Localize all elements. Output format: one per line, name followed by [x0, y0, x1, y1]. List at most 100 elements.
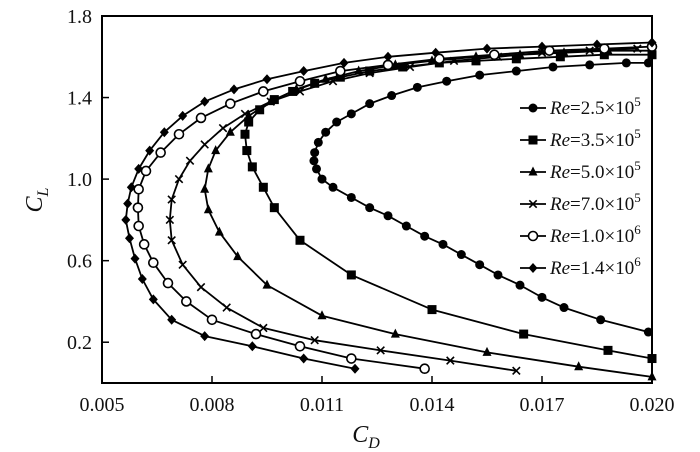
y-tick-label: 0.6: [67, 251, 92, 273]
data-point: [537, 41, 547, 52]
y-tick-label: 1.0: [67, 169, 92, 191]
data-point: [383, 211, 393, 221]
data-point: [482, 43, 492, 54]
y-axis-title: CL: [22, 187, 52, 212]
data-point: [350, 363, 360, 374]
data-point: [310, 335, 319, 345]
data-point: [203, 204, 213, 214]
data-point: [211, 145, 221, 155]
series-4: [165, 44, 642, 376]
x-tick-label: 0.008: [190, 394, 235, 416]
data-point: [266, 97, 275, 106]
data-point: [258, 182, 268, 192]
data-point: [132, 202, 144, 213]
data-point: [335, 72, 345, 82]
data-point: [431, 47, 441, 58]
data-point: [643, 58, 653, 68]
data-point: [633, 44, 642, 53]
data-point: [365, 68, 374, 78]
data-point: [200, 331, 210, 342]
data-point: [412, 82, 422, 92]
x-tick-label: 0.017: [520, 394, 565, 416]
data-point: [548, 62, 558, 72]
data-point: [489, 49, 500, 61]
data-point: [365, 203, 375, 213]
legend-marker: [528, 199, 538, 209]
axes: [101, 15, 653, 384]
data-point: [312, 164, 321, 174]
data-point: [225, 98, 236, 109]
legend: Re=2.5×105 Re=3.5×105 Re=5.0×105 Re=7.0×105…: [520, 94, 641, 279]
data-point: [145, 145, 155, 156]
data-point: [321, 73, 331, 83]
legend-label: Re=7.0×105: [549, 190, 641, 215]
data-point: [167, 236, 176, 245]
data-point: [317, 174, 327, 184]
data-point: [621, 58, 631, 68]
data-point: [339, 57, 349, 68]
x-axis-title: CD: [352, 422, 380, 452]
data-point: [346, 353, 357, 364]
legend-item: Re=2.5×105: [520, 94, 641, 119]
x-tick-label: 0.014: [410, 394, 455, 416]
data-point: [511, 66, 521, 76]
data-point: [346, 109, 356, 119]
data-point: [544, 45, 555, 56]
data-point: [647, 37, 657, 48]
data-point: [174, 174, 184, 184]
x-tick-label: 0.011: [300, 394, 344, 416]
data-point: [178, 110, 188, 121]
data-point: [200, 183, 210, 193]
data-point: [294, 75, 306, 87]
data-point: [196, 282, 206, 292]
legend-item: Re=7.0×105: [520, 190, 641, 215]
data-point: [159, 127, 169, 138]
data-point: [185, 156, 195, 166]
data-point: [647, 50, 657, 60]
data-point: [401, 221, 411, 231]
data-point: [405, 62, 415, 72]
data-point: [555, 52, 565, 62]
legend-item: Re=1.4×106: [520, 254, 641, 279]
data-point: [244, 117, 254, 127]
y-tick-label: 1.4: [67, 88, 92, 110]
data-point: [181, 296, 192, 307]
data-point: [167, 195, 176, 204]
data-point: [647, 371, 657, 381]
data-point: [354, 65, 364, 75]
data-point: [493, 270, 503, 280]
data-point: [140, 165, 152, 177]
data-point: [511, 54, 521, 64]
data-point: [214, 226, 224, 236]
data-point: [519, 329, 529, 339]
data-point: [218, 123, 228, 133]
data-point: [313, 137, 323, 147]
data-point: [167, 314, 177, 325]
data-point: [250, 328, 262, 340]
data-point: [599, 50, 609, 60]
data-point: [574, 361, 584, 371]
legend-marker: [528, 166, 538, 176]
data-point: [321, 127, 331, 137]
data-point: [427, 305, 437, 315]
series-5: [132, 41, 658, 375]
data-point: [482, 346, 492, 356]
data-point: [643, 327, 653, 337]
data-point: [162, 277, 174, 289]
data-point: [376, 346, 385, 355]
data-point: [148, 257, 159, 269]
data-point: [398, 62, 408, 72]
data-point: [299, 353, 309, 364]
series-group: [121, 37, 658, 381]
data-point: [382, 59, 394, 71]
legend-marker: [528, 135, 538, 145]
data-point: [346, 270, 356, 280]
legend-item: Re=1.0×106: [520, 222, 641, 247]
series-1: [309, 58, 653, 337]
data-point: [328, 182, 338, 192]
data-point: [133, 220, 144, 232]
legend-label: Re=1.4×106: [549, 254, 641, 279]
data-point: [442, 76, 452, 86]
data-point: [475, 70, 485, 80]
data-point: [240, 129, 250, 139]
